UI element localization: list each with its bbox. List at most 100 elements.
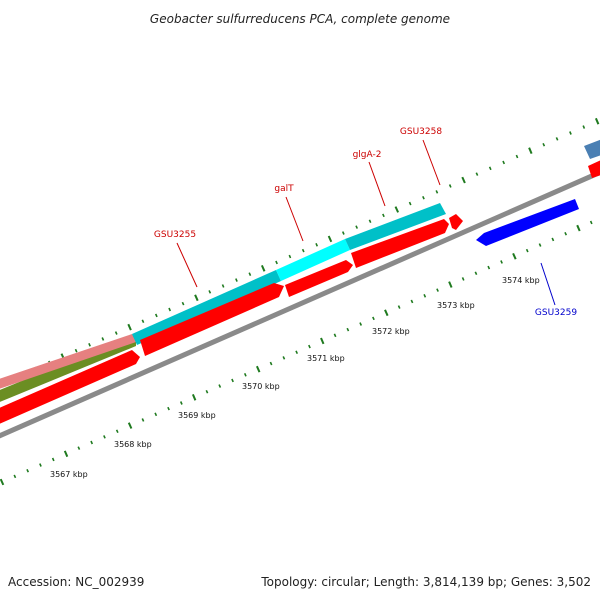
scale-label-3570: 3570 kbp — [242, 382, 280, 391]
upper-tick — [461, 176, 466, 184]
lower-tick — [410, 299, 414, 304]
lower-tick — [295, 350, 299, 355]
upper-tick — [542, 142, 546, 147]
upper-tick — [327, 235, 333, 243]
scale-label-3574: 3574 kbp — [502, 276, 540, 285]
lower-tick — [423, 293, 427, 298]
lower-tick — [231, 378, 234, 383]
orf-feature-2-highlight — [276, 239, 350, 281]
gene-label-leaders — [176, 139, 556, 306]
gene-label-gsu3259: GSU3259 — [535, 308, 577, 318]
map-title: Geobacter sulfurreducens PCA, complete g… — [150, 12, 450, 26]
lower-tick — [255, 365, 261, 373]
cds-arrow-2 — [140, 283, 284, 356]
upper-tick-marks — [7, 117, 600, 382]
lower-tick — [90, 440, 94, 445]
accession-text: Accession: NC_002939 — [8, 575, 144, 589]
lower-tick — [191, 394, 197, 401]
upper-tick — [422, 195, 425, 200]
lower-tick — [269, 361, 273, 366]
reverse-cds-arrow — [476, 199, 579, 246]
lower-tick — [384, 309, 389, 317]
lower-tick — [474, 271, 478, 276]
upper-tick — [382, 213, 385, 218]
upper-tick — [181, 301, 185, 306]
lower-tick — [372, 316, 375, 321]
upper-tick — [408, 201, 412, 206]
lower-tick — [538, 243, 542, 247]
gene-label-glga-2: glgA-2 — [353, 150, 382, 160]
scale-labels: 3567 kbp 3568 kbp 3569 kbp 3570 kbp 3571… — [50, 276, 540, 479]
upper-tick — [74, 348, 78, 353]
reverse-cds-track — [476, 199, 579, 246]
upper-tick — [301, 248, 305, 253]
upper-tick — [435, 190, 439, 194]
upper-tick — [502, 160, 506, 165]
lower-tick — [127, 422, 133, 429]
lower-tick — [39, 463, 42, 467]
lower-tick — [333, 333, 337, 338]
genome-summary-text: Topology: circular; Length: 3,814,139 bp… — [260, 575, 591, 589]
scale-label-3573: 3573 kbp — [437, 301, 475, 310]
scale-label-3567: 3567 kbp — [50, 470, 88, 479]
upper-tick — [368, 219, 372, 224]
upper-tick — [355, 225, 359, 229]
lower-tick — [512, 252, 517, 260]
lower-tick — [167, 406, 170, 411]
cds-arrow-4 — [351, 219, 449, 268]
lower-tick — [13, 474, 17, 479]
lower-tick — [448, 281, 453, 288]
upper-tick — [248, 272, 252, 277]
upper-tick — [515, 154, 519, 159]
lower-tick — [205, 389, 209, 394]
lower-tick — [0, 478, 5, 486]
backbone-line — [0, 169, 600, 439]
upper-tick — [569, 131, 572, 135]
lower-tick — [436, 288, 439, 292]
cds-arrow-3 — [285, 260, 353, 297]
lower-tick — [500, 260, 503, 264]
lower-tick — [179, 401, 183, 405]
lower-tick — [346, 327, 350, 332]
lower-tick — [308, 344, 311, 349]
forward-cds-track — [0, 160, 600, 424]
upper-tick — [260, 264, 266, 272]
upper-tick — [168, 307, 172, 312]
upper-tick — [394, 206, 400, 213]
leader-line-gsu3259 — [540, 262, 556, 306]
lower-tick — [77, 446, 81, 450]
orf-feature-1 — [132, 270, 281, 345]
upper-tick — [448, 184, 452, 188]
cds-arrow-1 — [0, 350, 140, 424]
cds-arrow-5 — [449, 214, 463, 230]
orf-track — [0, 139, 600, 402]
upper-tick — [194, 294, 199, 302]
orf-feature-3 — [345, 203, 446, 250]
gene-label-galt: galT — [274, 184, 294, 194]
upper-tick — [341, 231, 345, 235]
lower-tick — [576, 224, 581, 232]
scale-label-3572: 3572 kbp — [372, 327, 410, 336]
gene-labels: GSU3255 galT glgA-2 GSU3258 GSU3259 — [154, 127, 577, 318]
upper-tick — [101, 337, 105, 341]
upper-tick — [555, 137, 559, 141]
lower-tick — [564, 231, 568, 236]
scale-label-3571: 3571 kbp — [307, 354, 345, 363]
steel-feature — [584, 139, 600, 159]
upper-tick — [582, 125, 586, 129]
upper-tick — [288, 254, 292, 259]
leader-line-gsu3258 — [422, 139, 441, 186]
lower-tick — [589, 220, 593, 225]
upper-tick — [221, 284, 225, 288]
pink-feature — [0, 334, 136, 389]
upper-tick — [594, 117, 600, 125]
lower-tick — [218, 384, 222, 388]
upper-tick — [315, 242, 319, 247]
lower-tick — [26, 468, 30, 473]
lower-tick — [141, 418, 145, 422]
upper-tick — [528, 147, 533, 154]
lower-tick-marks — [0, 220, 593, 486]
upper-tick — [154, 313, 158, 318]
lower-tick — [320, 337, 325, 345]
leader-line-glga-2 — [368, 161, 386, 207]
